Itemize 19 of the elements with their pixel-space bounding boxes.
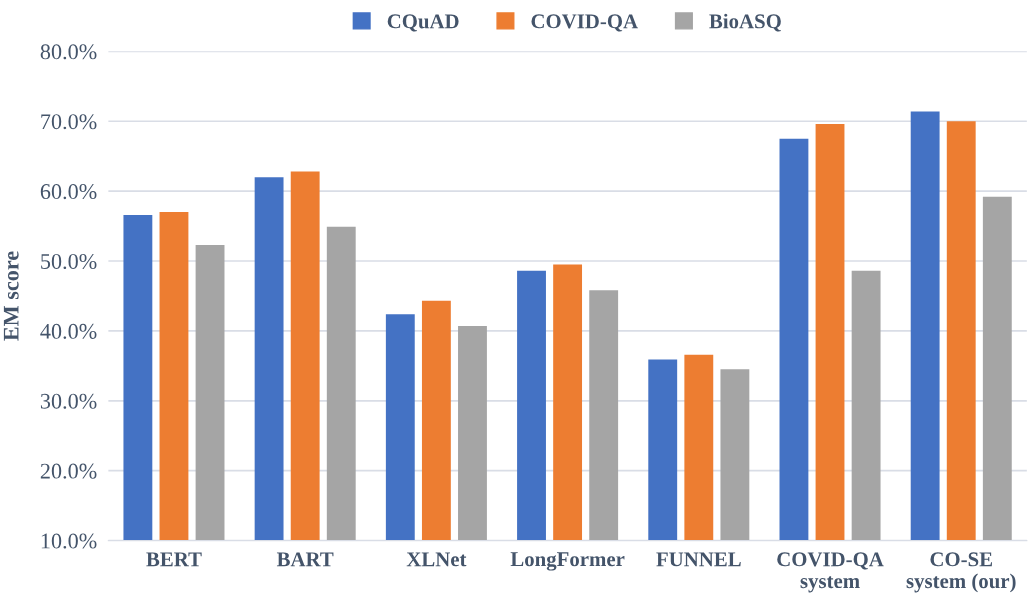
y-tick-label: 40.0%	[40, 323, 97, 339]
y-tick-label: 50.0%	[41, 253, 97, 270]
x-tick-label: FUNNEL	[656, 552, 741, 567]
x-tick-label: XLNet	[406, 552, 467, 567]
y-tick-label: 20.0%	[40, 463, 97, 479]
y-axis-title: EM score	[3, 251, 19, 341]
legend-label: BioASQ	[709, 13, 781, 32]
x-tick-label: BERT	[146, 552, 202, 567]
x-tick-label: BART	[276, 552, 334, 567]
x-tick-label: CO-SE system (our)	[906, 552, 1016, 593]
y-tick-label: 30.0%	[40, 393, 97, 409]
y-tick-label: 60.0%	[40, 184, 97, 200]
legend-label: COVID-QA	[531, 14, 638, 32]
y-tick-label: 70.0%	[41, 114, 97, 130]
y-tick-label: 10.0%	[41, 533, 97, 549]
y-tick-label: 80.0%	[40, 44, 97, 60]
x-tick-label: COVID-QA system	[777, 552, 884, 593]
legend-label: CQuAD	[387, 14, 459, 32]
x-tick-label: LongFormer	[510, 552, 625, 571]
